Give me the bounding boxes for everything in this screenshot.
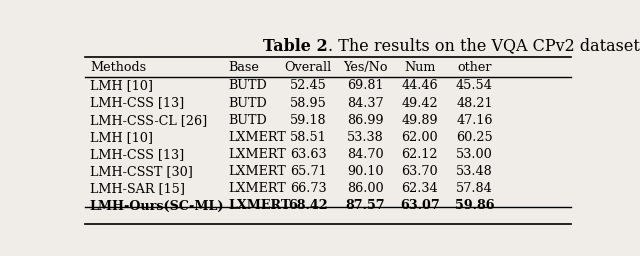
Text: BUTD: BUTD xyxy=(229,97,268,110)
Text: 69.81: 69.81 xyxy=(347,79,383,92)
Text: 63.07: 63.07 xyxy=(400,199,440,212)
Text: LXMERT: LXMERT xyxy=(229,182,287,195)
Text: . The results on the VQA CPv2 dataset.: . The results on the VQA CPv2 dataset. xyxy=(328,38,640,55)
Text: 86.00: 86.00 xyxy=(347,182,383,195)
Text: LXMERT: LXMERT xyxy=(229,199,291,212)
Text: Overall: Overall xyxy=(285,61,332,74)
Text: 49.89: 49.89 xyxy=(401,114,438,127)
Text: 49.42: 49.42 xyxy=(401,97,438,110)
Text: BUTD: BUTD xyxy=(229,79,268,92)
Text: LMH-CSST [30]: LMH-CSST [30] xyxy=(90,165,193,178)
Text: 86.99: 86.99 xyxy=(347,114,383,127)
Text: 62.12: 62.12 xyxy=(401,148,438,161)
Text: LMH [10]: LMH [10] xyxy=(90,131,153,144)
Text: LMH-SAR [15]: LMH-SAR [15] xyxy=(90,182,185,195)
Text: 87.57: 87.57 xyxy=(346,199,385,212)
Text: LXMERT: LXMERT xyxy=(229,148,287,161)
Text: BUTD: BUTD xyxy=(229,114,268,127)
Text: 65.71: 65.71 xyxy=(290,165,326,178)
Text: 53.00: 53.00 xyxy=(456,148,493,161)
Text: 59.18: 59.18 xyxy=(290,114,326,127)
Text: Methods: Methods xyxy=(90,61,146,74)
Text: 48.21: 48.21 xyxy=(456,97,493,110)
Text: 63.63: 63.63 xyxy=(290,148,326,161)
Text: Yes/No: Yes/No xyxy=(343,61,387,74)
Text: 84.37: 84.37 xyxy=(347,97,383,110)
Text: 57.84: 57.84 xyxy=(456,182,493,195)
Text: 58.51: 58.51 xyxy=(290,131,326,144)
Text: 60.25: 60.25 xyxy=(456,131,493,144)
Text: other: other xyxy=(457,61,492,74)
Text: Table 2: Table 2 xyxy=(263,38,328,55)
Text: LMH-Ours(SC-ML): LMH-Ours(SC-ML) xyxy=(90,199,225,212)
Text: 45.54: 45.54 xyxy=(456,79,493,92)
Text: Num: Num xyxy=(404,61,435,74)
Text: 84.70: 84.70 xyxy=(347,148,383,161)
Text: 90.10: 90.10 xyxy=(347,165,383,178)
Text: Base: Base xyxy=(229,61,260,74)
Text: LMH [10]: LMH [10] xyxy=(90,79,153,92)
Text: 63.70: 63.70 xyxy=(401,165,438,178)
Text: LMH-CSS [13]: LMH-CSS [13] xyxy=(90,97,184,110)
Text: 68.42: 68.42 xyxy=(289,199,328,212)
Text: LXMERT: LXMERT xyxy=(229,165,287,178)
Text: 53.48: 53.48 xyxy=(456,165,493,178)
Text: 44.46: 44.46 xyxy=(401,79,438,92)
Text: LXMERT: LXMERT xyxy=(229,131,287,144)
Text: 52.45: 52.45 xyxy=(290,79,326,92)
Text: 66.73: 66.73 xyxy=(290,182,326,195)
Text: 59.86: 59.86 xyxy=(454,199,494,212)
Text: LMH-CSS-CL [26]: LMH-CSS-CL [26] xyxy=(90,114,207,127)
Text: 58.95: 58.95 xyxy=(290,97,326,110)
Text: 62.00: 62.00 xyxy=(401,131,438,144)
Text: 53.38: 53.38 xyxy=(347,131,383,144)
Text: 62.34: 62.34 xyxy=(401,182,438,195)
Text: 47.16: 47.16 xyxy=(456,114,493,127)
Text: LMH-CSS [13]: LMH-CSS [13] xyxy=(90,148,184,161)
